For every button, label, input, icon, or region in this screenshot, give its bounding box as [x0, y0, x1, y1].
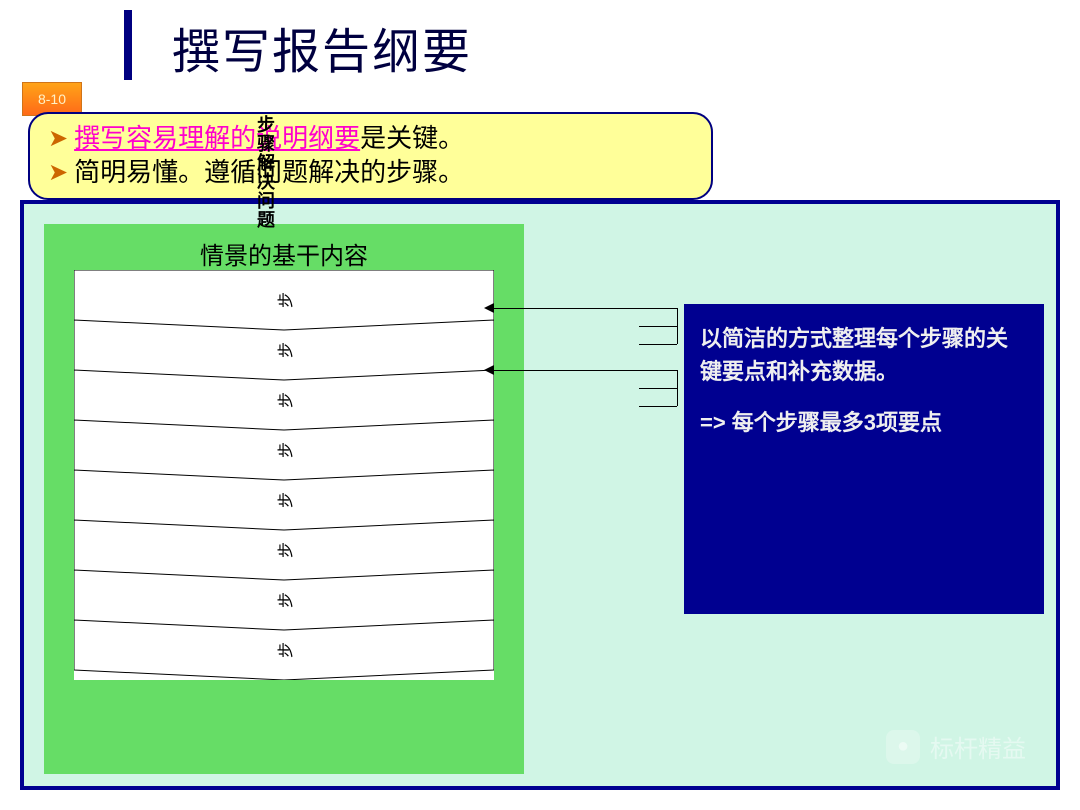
diagram-area: 情景的基干内容 步步步步步步步步 以简洁的方式整理每个步骤的关键要点和补充数据。…	[20, 200, 1060, 790]
arrow-head-icon	[484, 303, 494, 313]
bullet-arrow-icon: ➤	[48, 157, 68, 188]
step-shape: 步	[74, 620, 494, 680]
title-accent-bar	[124, 10, 132, 80]
vertical-caption: 步骤解决问题	[252, 115, 278, 229]
right-panel: 以简洁的方式整理每个步骤的关键要点和补充数据。 => 每个步骤最多3项要点	[544, 224, 1044, 774]
keypoint-underlined: 撰写容易理解的说明纲要	[74, 123, 360, 153]
step-label: 步	[272, 542, 296, 558]
keypoint-suffix: 是关键。	[360, 123, 464, 153]
watermark-text: 标杆精益	[930, 729, 1026, 764]
keypoints-box: ➤ 撰写容易理解的说明纲要是关键。 ➤ 简明易懂。遵循问题解决的步骤。	[28, 112, 713, 200]
step-label: 步	[272, 492, 296, 508]
left-panel: 情景的基干内容 步步步步步步步步	[44, 224, 524, 774]
note-box: 以简洁的方式整理每个步骤的关键要点和补充数据。 => 每个步骤最多3项要点	[684, 304, 1044, 614]
keypoint-row: ➤ 撰写容易理解的说明纲要是关键。	[48, 122, 693, 156]
step-label: 步	[272, 442, 296, 458]
bullet-arrow-icon: ➤	[48, 123, 68, 154]
step-label: 步	[272, 342, 296, 358]
left-panel-header: 情景的基干内容	[44, 236, 524, 271]
step-label: 步	[272, 392, 296, 408]
step-label: 步	[272, 592, 296, 608]
watermark-icon: ●	[886, 730, 920, 764]
note-line1: 以简洁的方式整理每个步骤的关键要点和补充数据。	[700, 322, 1028, 388]
arrow-line	[494, 308, 639, 309]
note-line2: => 每个步骤最多3项要点	[700, 406, 1028, 439]
slide-title: 撰写报告纲要	[172, 12, 472, 82]
keypoint-row: ➤ 简明易懂。遵循问题解决的步骤。	[48, 156, 693, 190]
watermark: ● 标杆精益	[886, 729, 1026, 764]
steps-column: 步步步步步步步步	[74, 270, 494, 680]
step-label: 步	[272, 292, 296, 308]
step-label: 步	[272, 642, 296, 658]
arrow-head-icon	[484, 365, 494, 375]
arrow-line	[494, 370, 639, 371]
slide-number-tab: 8-10	[22, 82, 82, 116]
